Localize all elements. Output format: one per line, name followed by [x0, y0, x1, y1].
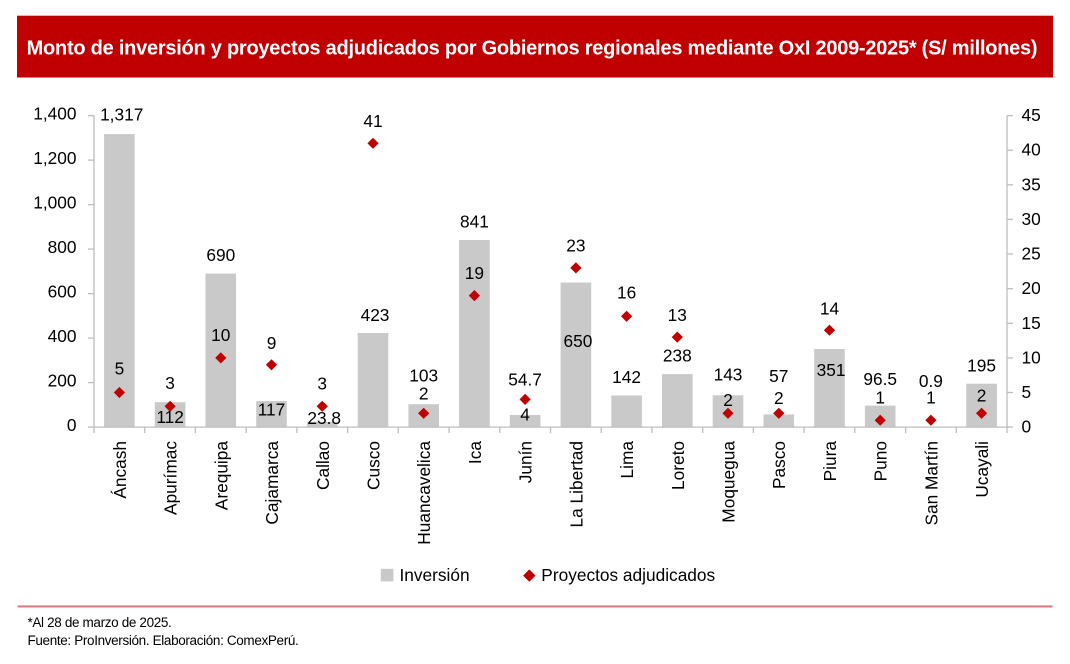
svg-text:195: 195 [967, 355, 996, 375]
svg-text:4: 4 [520, 405, 530, 425]
svg-text:Moquegua: Moquegua [719, 441, 739, 523]
svg-text:3: 3 [317, 374, 327, 394]
svg-text:Ucayali: Ucayali [972, 441, 992, 498]
svg-text:9: 9 [267, 333, 277, 353]
svg-text:238: 238 [663, 346, 692, 366]
svg-text:40: 40 [1022, 140, 1041, 160]
svg-text:1,200: 1,200 [33, 148, 76, 168]
svg-text:10: 10 [211, 325, 230, 345]
svg-text:16: 16 [617, 282, 636, 302]
svg-text:650: 650 [563, 331, 592, 351]
svg-text:San Martín: San Martín [921, 441, 941, 526]
svg-text:14: 14 [820, 299, 840, 319]
svg-text:0: 0 [1022, 417, 1032, 437]
svg-text:400: 400 [48, 326, 77, 346]
svg-text:142: 142 [612, 367, 641, 387]
svg-text:5: 5 [115, 359, 125, 379]
svg-text:690: 690 [206, 245, 235, 265]
svg-text:2: 2 [419, 384, 429, 404]
svg-text:103: 103 [409, 366, 438, 386]
svg-text:800: 800 [48, 237, 77, 257]
svg-text:600: 600 [48, 281, 77, 301]
svg-text:30: 30 [1022, 209, 1041, 229]
svg-text:1,400: 1,400 [33, 103, 76, 123]
svg-text:25: 25 [1022, 244, 1041, 264]
svg-text:Puno: Puno [871, 441, 891, 481]
svg-text:Cajamarca: Cajamarca [262, 441, 282, 525]
svg-text:Proyectos adjudicados: Proyectos adjudicados [541, 565, 715, 585]
svg-text:112: 112 [156, 407, 184, 427]
svg-text:143: 143 [714, 365, 743, 385]
svg-text:2: 2 [774, 388, 784, 408]
svg-text:2: 2 [723, 390, 733, 410]
svg-text:10: 10 [1022, 347, 1041, 367]
svg-text:15: 15 [1022, 313, 1041, 333]
svg-text:*Al 28 de marzo de 2025.: *Al 28 de marzo de 2025. [28, 615, 172, 630]
svg-text:45: 45 [1022, 105, 1041, 125]
svg-text:Callao: Callao [313, 441, 333, 490]
svg-text:Apurímac: Apurímac [161, 441, 181, 515]
svg-text:3: 3 [165, 373, 175, 393]
svg-text:35: 35 [1022, 174, 1041, 194]
svg-text:Piura: Piura [820, 441, 840, 482]
svg-text:23.8: 23.8 [307, 408, 341, 428]
svg-text:1,317: 1,317 [100, 104, 143, 124]
svg-text:57: 57 [769, 366, 788, 386]
svg-text:Monto de inversión y proyectos: Monto de inversión y proyectos adjudicad… [27, 38, 1038, 60]
svg-text:41: 41 [363, 111, 382, 131]
svg-text:54.7: 54.7 [508, 370, 542, 390]
svg-text:13: 13 [668, 305, 687, 325]
svg-text:96.5: 96.5 [863, 369, 897, 389]
svg-text:5: 5 [1022, 382, 1032, 402]
svg-text:Fuente: ProInversión. Elaborac: Fuente: ProInversión. Elaboración: Comex… [28, 633, 299, 648]
svg-text:1: 1 [875, 388, 885, 408]
svg-text:2: 2 [977, 386, 987, 406]
svg-text:Huancavelica: Huancavelica [414, 441, 434, 545]
svg-text:23: 23 [566, 236, 585, 256]
svg-text:Ica: Ica [465, 441, 485, 464]
svg-text:351: 351 [817, 360, 846, 380]
svg-text:Pasco: Pasco [769, 441, 789, 489]
svg-text:La Libertad: La Libertad [566, 441, 586, 527]
svg-text:117: 117 [258, 400, 286, 420]
svg-text:841: 841 [460, 212, 489, 232]
svg-text:423: 423 [361, 305, 390, 325]
svg-text:1: 1 [926, 388, 936, 408]
svg-text:20: 20 [1022, 278, 1041, 298]
svg-text:Loreto: Loreto [668, 441, 688, 490]
svg-text:Inversión: Inversión [400, 565, 470, 585]
svg-text:19: 19 [465, 263, 484, 283]
svg-text:1,000: 1,000 [33, 192, 76, 212]
svg-text:200: 200 [48, 370, 77, 390]
svg-text:Cusco: Cusco [364, 441, 384, 490]
svg-text:Arequipa: Arequipa [211, 441, 231, 511]
svg-text:Áncash: Áncash [110, 441, 130, 499]
svg-text:Junín: Junín [516, 441, 536, 483]
svg-text:Lima: Lima [617, 441, 637, 479]
svg-text:0: 0 [67, 415, 77, 435]
